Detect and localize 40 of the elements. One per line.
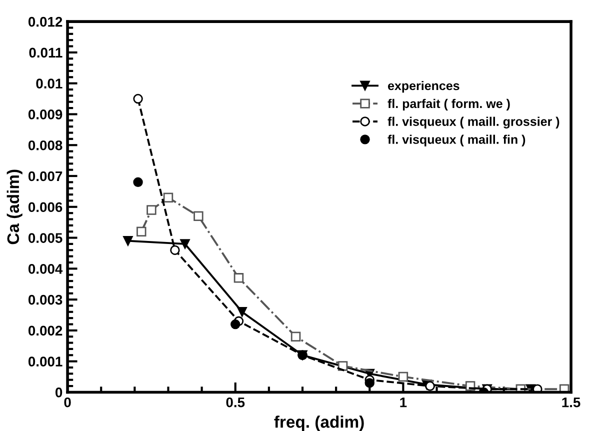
- legend-label: fl. visqueux ( maill. fin ): [388, 134, 526, 146]
- point: [163, 192, 174, 202]
- point: [123, 236, 133, 246]
- y-tick-label: 0.005: [28, 233, 62, 243]
- x-axis-title: freq. (adim): [274, 416, 364, 431]
- y-tick-label: 0.003: [28, 294, 62, 305]
- point: [290, 332, 301, 342]
- y-tick-label: 0.011: [29, 48, 62, 58]
- x-tick-label: 0: [64, 397, 71, 408]
- y-tick-label: 0.002: [28, 326, 62, 336]
- point: [532, 384, 542, 392]
- y-tick-label: 0.004: [28, 264, 63, 274]
- legend-label: experiences: [388, 80, 460, 93]
- y-tick-label: 0.001: [28, 356, 62, 366]
- y-tick-label: 0.01: [36, 78, 62, 88]
- point: [146, 205, 156, 215]
- point: [398, 372, 408, 382]
- point: [364, 378, 374, 388]
- y-tick-label: 0.012: [28, 16, 62, 27]
- point: [425, 381, 435, 391]
- point: [133, 177, 143, 188]
- point: [180, 239, 190, 249]
- y-axis-title: Ca (adim): [6, 170, 22, 244]
- point: [230, 319, 240, 330]
- point: [133, 94, 143, 104]
- y-tick-label: 0.007: [28, 171, 62, 182]
- x-tick-label: 1: [400, 398, 407, 408]
- point: [194, 211, 204, 222]
- y-tick-label: 0: [56, 388, 62, 398]
- legend-label: fl. parfait ( form. we ): [388, 98, 510, 111]
- y-tick-label: 0.009: [28, 110, 62, 120]
- point: [170, 245, 180, 255]
- y-tick-label: 0.008: [28, 140, 62, 150]
- point: [234, 273, 244, 283]
- legend-label: fl. visqueux ( maill. grossier ): [388, 116, 560, 128]
- y-tick-label: 0.006: [28, 202, 62, 212]
- point: [237, 307, 247, 317]
- x-tick-label: 0.5: [226, 397, 245, 408]
- point: [136, 226, 146, 236]
- x-tick-label: 1.5: [562, 398, 580, 408]
